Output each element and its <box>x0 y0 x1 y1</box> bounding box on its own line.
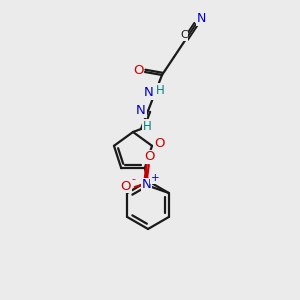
Text: N: N <box>136 104 146 118</box>
Text: O: O <box>133 64 143 77</box>
Text: +: + <box>151 173 159 183</box>
Text: C: C <box>180 30 188 40</box>
Text: N: N <box>196 13 206 26</box>
Text: -: - <box>132 174 136 184</box>
Text: O: O <box>154 137 164 150</box>
Text: O: O <box>145 151 155 164</box>
Text: N: N <box>142 178 152 191</box>
Text: H: H <box>156 83 164 97</box>
Text: O: O <box>121 179 131 193</box>
Text: N: N <box>144 86 154 100</box>
Text: H: H <box>142 119 152 133</box>
